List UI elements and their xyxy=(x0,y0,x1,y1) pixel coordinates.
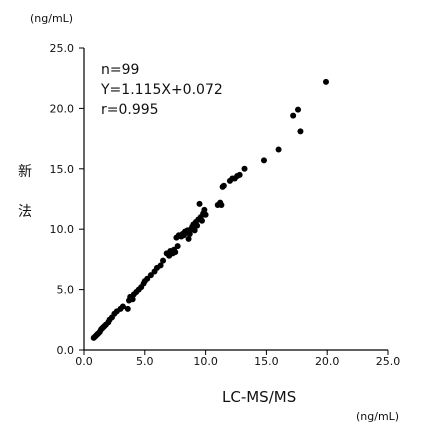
y-tick-label: 15.0 xyxy=(50,163,75,176)
data-point xyxy=(202,211,209,218)
y-tick-label: 5.0 xyxy=(57,284,75,297)
stat-r: r=0.995 xyxy=(101,102,159,118)
data-point xyxy=(147,272,154,279)
data-point xyxy=(124,305,131,312)
stat-n: n=99 xyxy=(101,62,139,78)
y-axis-unit: (ng/mL) xyxy=(30,12,73,25)
data-point xyxy=(220,182,227,189)
x-axis-title: LC-MS/MS xyxy=(222,388,296,406)
data-point xyxy=(275,146,282,153)
x-tick-label: 10.0 xyxy=(193,355,218,368)
y-tick-label: 20.0 xyxy=(50,102,75,115)
stat-regression: Y=1.115X+0.072 xyxy=(100,82,223,98)
x-tick-label: 20.0 xyxy=(315,355,340,368)
x-tick-label: 25.0 xyxy=(376,355,401,368)
data-point xyxy=(290,112,297,119)
x-tick-label: 0.0 xyxy=(75,355,93,368)
y-axis-title-char-1: 新 xyxy=(18,164,32,180)
data-point xyxy=(194,222,201,229)
data-point xyxy=(236,171,243,178)
data-point xyxy=(157,262,164,269)
x-tick-label: 5.0 xyxy=(136,355,154,368)
data-point xyxy=(295,106,302,113)
data-point xyxy=(201,206,208,213)
y-tick-label: 10.0 xyxy=(50,223,75,236)
data-point xyxy=(322,78,329,85)
data-point xyxy=(297,128,304,135)
data-point xyxy=(144,275,151,282)
data-point xyxy=(241,165,248,172)
data-point xyxy=(119,303,126,310)
y-tick-label: 0.0 xyxy=(57,344,75,357)
axes: 0.0 5.0 10.0 15.0 20.0 25.0 0.0 5.0 10.0 15.0 20.0… xyxy=(50,42,401,368)
data-points xyxy=(90,78,329,341)
data-point xyxy=(191,227,198,234)
x-axis-unit: (ng/mL) xyxy=(356,410,399,423)
data-point xyxy=(260,157,267,164)
data-point xyxy=(196,200,203,207)
y-axis-title-char-2: 法 xyxy=(18,204,32,220)
x-tick-label: 15.0 xyxy=(254,355,279,368)
data-point xyxy=(185,235,192,242)
data-point xyxy=(218,202,225,209)
data-point xyxy=(186,231,193,238)
data-point xyxy=(129,296,136,303)
data-point xyxy=(172,249,179,256)
y-tick-label: 25.0 xyxy=(50,42,75,55)
data-point xyxy=(174,243,181,250)
data-point xyxy=(160,257,167,264)
data-point xyxy=(198,217,205,224)
